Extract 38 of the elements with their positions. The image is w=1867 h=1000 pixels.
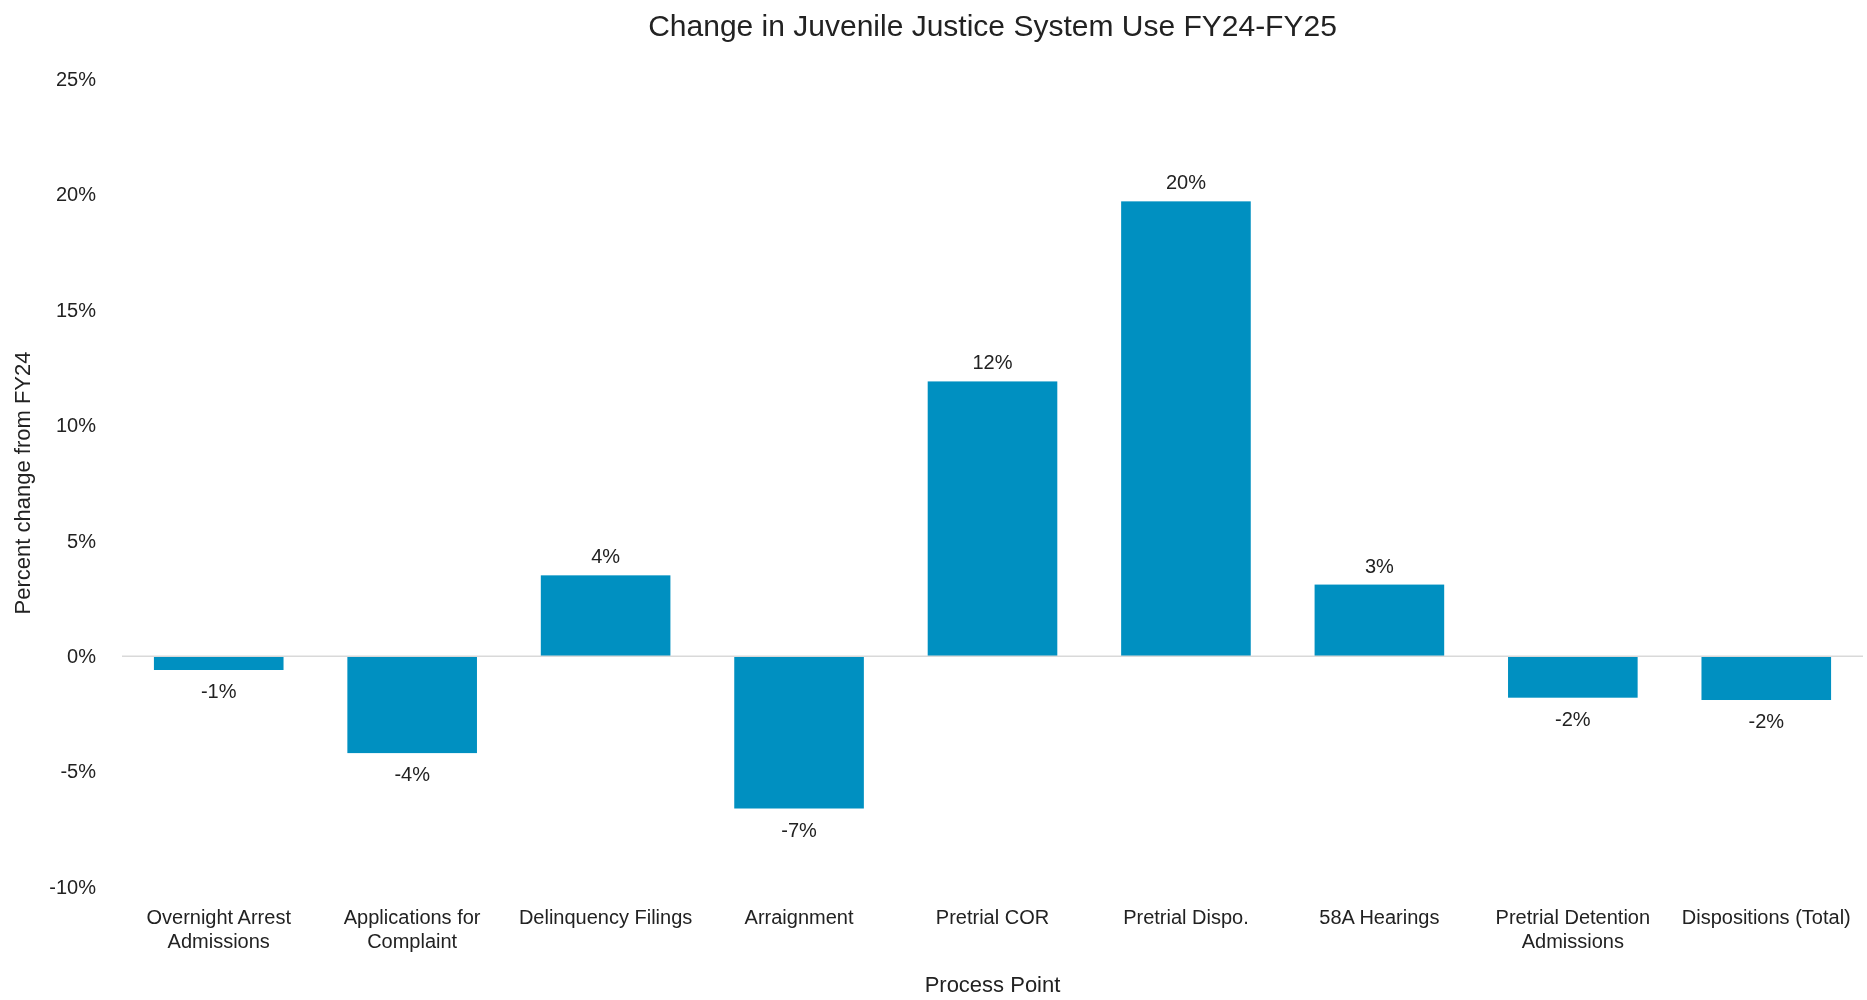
data-label: -1% [200, 679, 237, 702]
y-tick-label: 0% [67, 645, 97, 668]
x-tick-label: Pretrial Dispo. [1123, 906, 1249, 928]
chart-title: Change in Juvenile Justice System Use FY24-FY25 [648, 9, 1337, 42]
x-tick-label: Dispositions (Total) [1681, 906, 1851, 928]
y-tick-label: -10% [49, 875, 97, 898]
data-label: -7% [781, 818, 818, 841]
y-tick-label: 5% [67, 529, 97, 552]
bar [1508, 656, 1638, 698]
y-tick-label: 20% [55, 183, 97, 206]
x-tick-label: Pretrial COR [935, 906, 1050, 928]
data-label: -2% [1555, 707, 1591, 730]
x-tick-label: Delinquency Filings [518, 906, 693, 928]
bar [347, 656, 477, 754]
data-label: 20% [1165, 171, 1207, 194]
bar [540, 575, 671, 657]
y-tick-label: -5% [60, 760, 97, 783]
bar [927, 381, 1058, 657]
bar [1314, 584, 1445, 657]
y-tick-label: 10% [55, 414, 97, 437]
bar [734, 656, 864, 809]
x-tick-label: Pretrial Detention Admissions [1495, 906, 1651, 952]
bar [1701, 656, 1832, 701]
x-axis-title: Process Point [924, 972, 1061, 997]
x-tick-label: Overnight Arrest Admissions [146, 906, 292, 952]
y-tick-label: 25% [55, 67, 97, 90]
data-label: 4% [591, 545, 621, 568]
x-tick-label: Applications for Complaint [343, 906, 481, 952]
data-label: -2% [1748, 710, 1785, 733]
data-label: -4% [394, 763, 431, 786]
x-tick-label: Arraignment [744, 906, 854, 928]
y-tick-label: 15% [55, 298, 97, 321]
bar [153, 656, 284, 670]
data-label: 3% [1364, 554, 1395, 577]
data-label: 12% [972, 351, 1013, 374]
bar [1121, 201, 1251, 657]
x-tick-label: 58A Hearings [1319, 906, 1440, 928]
y-axis-title: Percent change from FY24 [10, 351, 35, 615]
